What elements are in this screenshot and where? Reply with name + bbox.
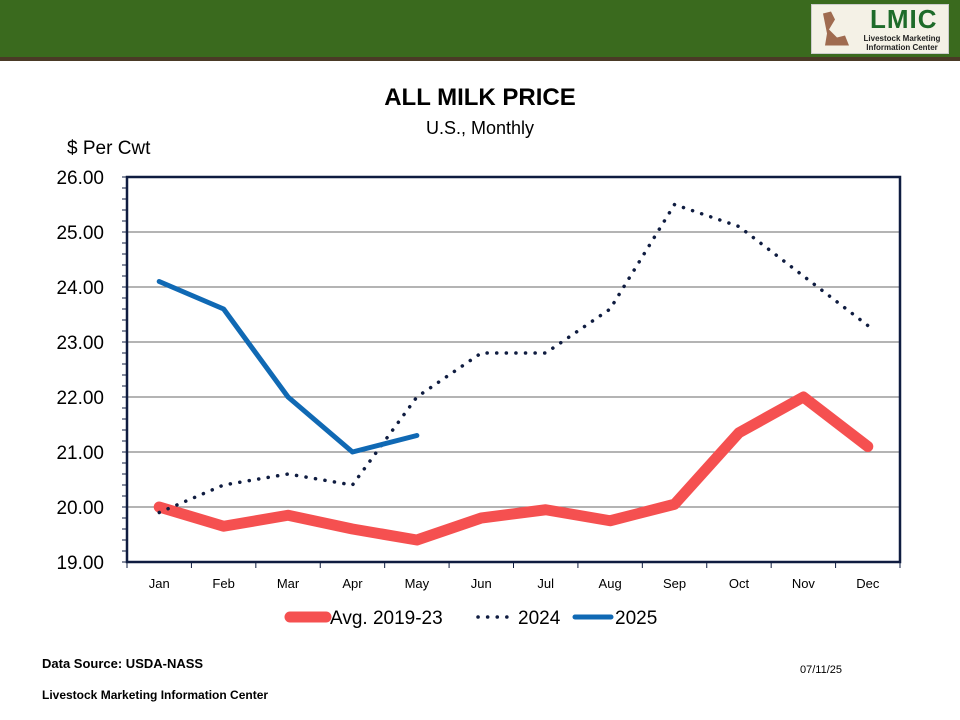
y-tick-label: 25.00 bbox=[56, 223, 104, 244]
header-banner bbox=[0, 0, 960, 61]
x-tick-label: Oct bbox=[729, 576, 750, 591]
x-tick-label: Jan bbox=[149, 576, 170, 591]
x-tick-label: Jul bbox=[537, 576, 554, 591]
x-tick-label: Aug bbox=[599, 576, 622, 591]
x-tick-label: Mar bbox=[277, 576, 300, 591]
x-tick-label: Apr bbox=[342, 576, 363, 591]
y-tick-label: 19.00 bbox=[56, 553, 104, 574]
legend-label: 2025 bbox=[615, 608, 657, 629]
chart-subtitle: U.S., Monthly bbox=[425, 118, 535, 138]
y-tick-label: 20.00 bbox=[56, 498, 104, 519]
organization-name: Livestock Marketing Information Center bbox=[42, 688, 269, 702]
logo-text: LMIC bbox=[870, 4, 938, 34]
y-tick-label: 21.00 bbox=[56, 443, 104, 464]
legend-label: 2024 bbox=[518, 608, 561, 629]
y-tick-label: 24.00 bbox=[56, 278, 104, 299]
logo-subtext: Livestock Marketing Information Center bbox=[863, 34, 941, 52]
x-tick-label: Dec bbox=[856, 576, 880, 591]
series-line-2025 bbox=[156, 279, 420, 455]
x-tick-label: Feb bbox=[212, 576, 234, 591]
x-tick-label: Nov bbox=[792, 576, 816, 591]
chart-title: ALL MILK PRICE bbox=[384, 84, 576, 111]
series-line-avg-2019-23 bbox=[153, 391, 874, 546]
lmic-logo: LMIC Livestock Marketing Information Cen… bbox=[811, 4, 949, 54]
cowboy-logo-icon bbox=[823, 11, 849, 46]
x-tick-label: May bbox=[405, 576, 430, 591]
x-tick-label: Jun bbox=[471, 576, 492, 591]
plot-frame bbox=[125, 175, 902, 564]
data-source: Data Source: USDA-NASS bbox=[42, 656, 204, 671]
y-tick-label: 26.00 bbox=[56, 168, 104, 189]
y-tick-label: 23.00 bbox=[56, 333, 104, 354]
x-tick-label: Sep bbox=[663, 576, 686, 591]
date-stamp: 07/11/25 bbox=[800, 664, 843, 676]
y-tick-label: 22.00 bbox=[56, 388, 104, 409]
legend-label: Avg. 2019-23 bbox=[330, 608, 443, 629]
series-line-2024 bbox=[157, 202, 870, 515]
y-axis-label: $ Per Cwt bbox=[67, 138, 151, 159]
